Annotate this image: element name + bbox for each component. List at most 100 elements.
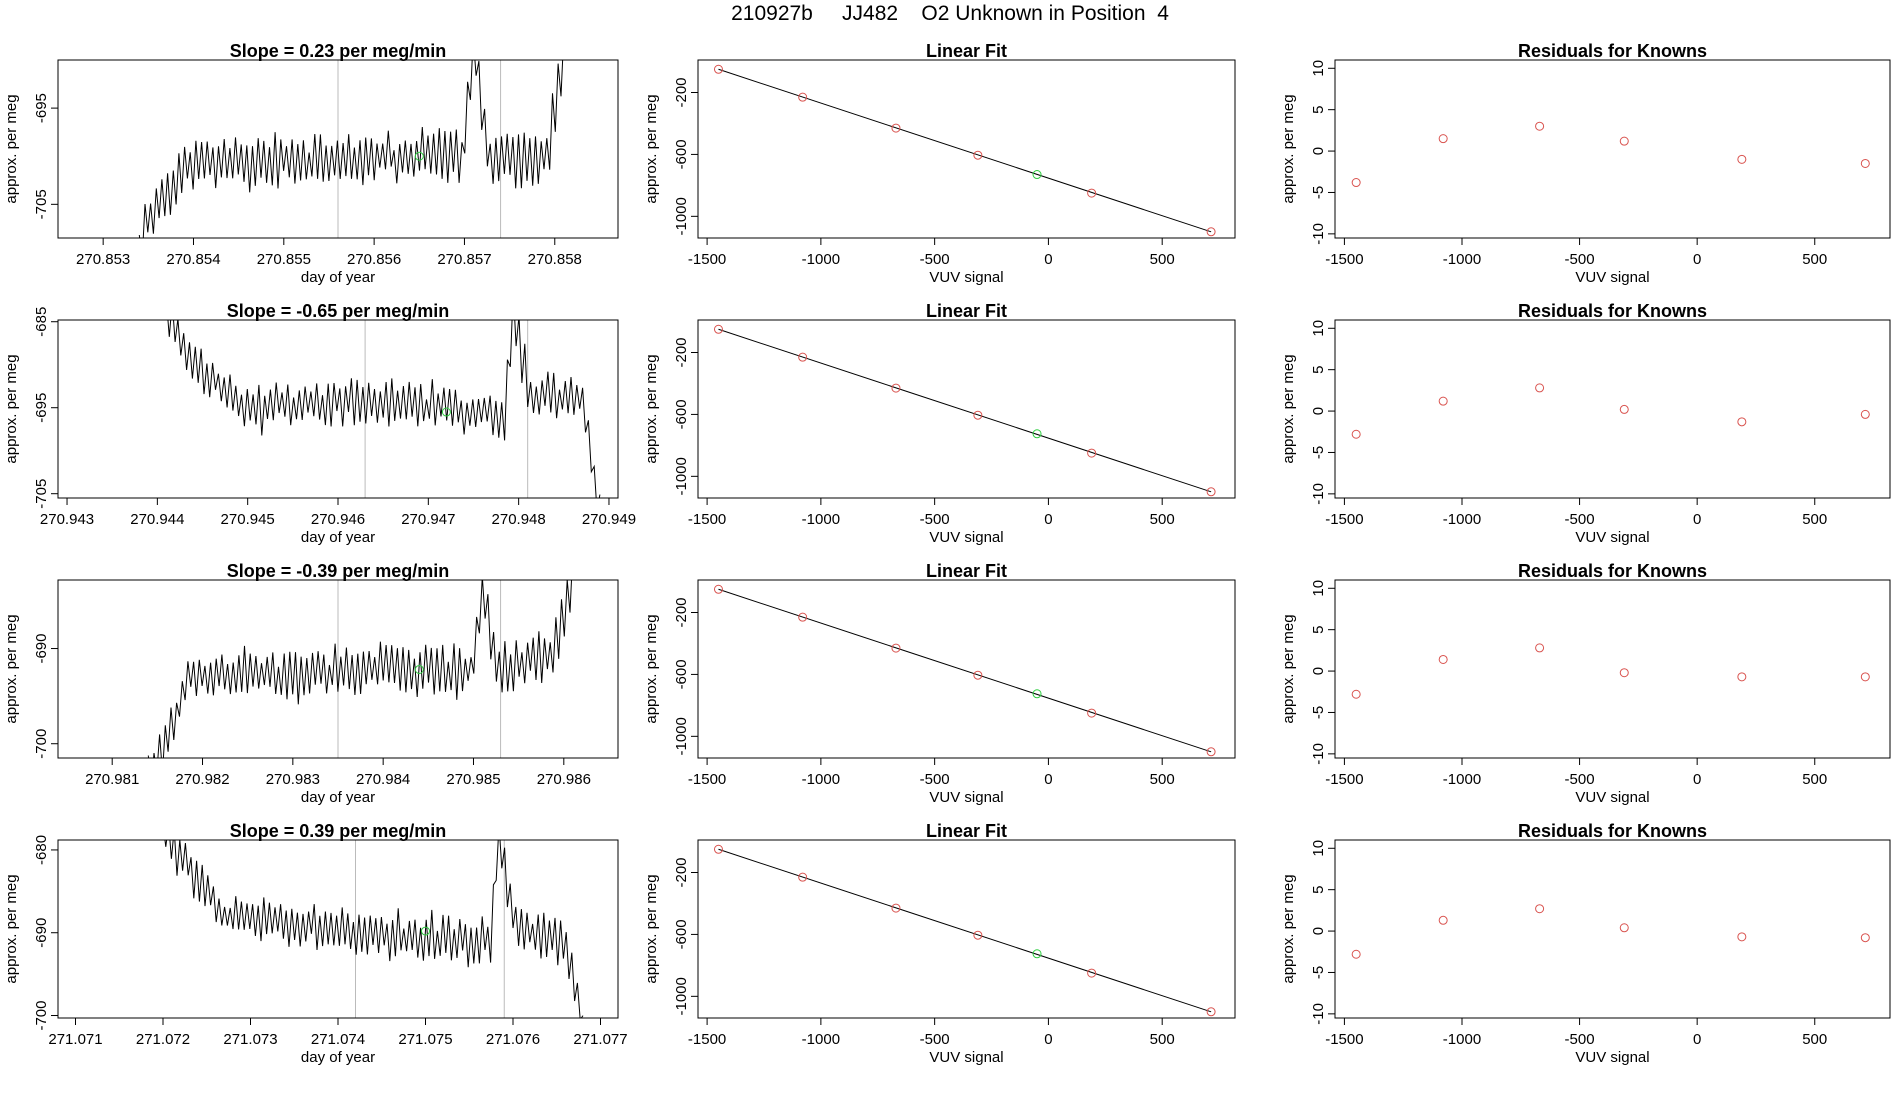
x-tick-label: -1000 (802, 1031, 840, 1048)
panel-title: Residuals for Knowns (1518, 821, 1707, 841)
x-tick-label: 270.856 (347, 251, 401, 268)
y-tick-label: -200 (673, 337, 690, 367)
known-point (891, 383, 901, 393)
plot-area (167, 320, 601, 498)
plot-area (138, 60, 564, 238)
x-tick-label: -1000 (1443, 771, 1481, 788)
x-tick-label: 500 (1802, 511, 1827, 528)
y-tick-label: -705 (33, 479, 50, 509)
panel-title: Slope = 0.39 per meg/min (230, 821, 447, 841)
y-tick-label: -200 (673, 857, 690, 887)
panel-title: Residuals for Knowns (1518, 301, 1707, 321)
x-tick-label: 500 (1150, 771, 1175, 788)
y-tick-label: 10 (1310, 320, 1327, 337)
known-point (891, 643, 901, 653)
plot-area (1351, 121, 1870, 188)
timeseries-panel-row-2: Slope = -0.65 per meg/min 270.943 270.944 2… (3, 301, 636, 546)
x-axis-label: day of year (301, 1049, 375, 1066)
y-axis-label: approx. per meg (3, 874, 20, 983)
y-tick-label: -600 (673, 139, 690, 169)
y-axis-label: approx. per meg (643, 874, 660, 983)
y-tick-label: -200 (673, 77, 690, 107)
residuals-panel-row-3: Residuals for Knowns -1500 -1000 -500 0 500 10… (1280, 561, 1891, 806)
y-tick-label: -690 (33, 634, 50, 664)
linear_fit-panel-row-3: Linear Fit -1500 -1000 -500 0 500 -200 -600 -100… (643, 561, 1236, 806)
x-axis-label: VUV signal (1575, 1049, 1649, 1066)
residual-point (1737, 672, 1747, 682)
known-point (973, 150, 983, 160)
y-tick-label: 5 (1310, 886, 1327, 894)
plot-frame (1334, 319, 1891, 499)
plot-frame (1334, 839, 1891, 1019)
fit-line (718, 588, 1212, 753)
x-tick-label: 270.944 (130, 511, 184, 528)
x-tick-label: 270.947 (401, 511, 455, 528)
x-tick-label: 500 (1150, 511, 1175, 528)
unknown-point (421, 926, 430, 936)
y-tick-label: 0 (1310, 407, 1327, 415)
y-axis-label: approx. per meg (3, 614, 20, 723)
known-point (891, 123, 901, 133)
y-tick-label: -5 (1310, 446, 1327, 459)
x-tick-label: -500 (920, 1031, 950, 1048)
plot-frame (1334, 579, 1891, 759)
x-tick-label: 271.072 (136, 1031, 190, 1048)
y-tick-label: -1000 (673, 457, 690, 495)
x-tick-label: -500 (1565, 251, 1595, 268)
panel-title: Linear Fit (926, 821, 1007, 841)
y-axis-label: approx. per meg (643, 94, 660, 203)
known-point (891, 903, 901, 913)
fit-line (718, 848, 1212, 1013)
plot-frame (57, 579, 619, 759)
timeseries-panel-row-4: Slope = 0.39 per meg/min 271.071 271.072 27… (3, 821, 628, 1066)
y-tick-label: 5 (1310, 626, 1327, 634)
signal-trace (164, 840, 584, 1018)
x-axis-label: VUV signal (929, 1049, 1003, 1066)
y-tick-label: -685 (33, 307, 50, 337)
x-tick-label: -500 (920, 771, 950, 788)
y-tick-label: -700 (33, 729, 50, 759)
x-axis-label: VUV signal (1575, 269, 1649, 286)
panel-title: Residuals for Knowns (1518, 41, 1707, 61)
plot-area (164, 840, 584, 1018)
x-tick-label: 270.858 (528, 251, 582, 268)
known-point (798, 352, 808, 362)
residuals-panel-row-2: Residuals for Knowns -1500 -1000 -500 0 500 10… (1280, 301, 1891, 546)
x-tick-label: 270.949 (582, 511, 636, 528)
x-tick-label: 270.983 (266, 771, 320, 788)
x-tick-label: 0 (1044, 1031, 1052, 1048)
y-tick-label: -695 (33, 393, 50, 423)
x-tick-label: -1500 (688, 1031, 726, 1048)
x-tick-label: 500 (1802, 251, 1827, 268)
panel-title: Residuals for Knowns (1518, 561, 1707, 581)
known-point (1206, 1007, 1216, 1017)
x-tick-label: 271.077 (573, 1031, 627, 1048)
y-axis-label: approx. per meg (1280, 874, 1297, 983)
y-axis-label: approx. per meg (643, 354, 660, 463)
x-tick-label: -1000 (1443, 511, 1481, 528)
x-axis-label: VUV signal (1575, 529, 1649, 546)
y-tick-label: -5 (1310, 706, 1327, 719)
y-tick-label: -5 (1310, 186, 1327, 199)
x-tick-label: 271.073 (223, 1031, 277, 1048)
known-point (713, 584, 723, 594)
y-tick-label: -1000 (673, 717, 690, 755)
known-point (713, 844, 723, 854)
residual-point (1438, 654, 1448, 664)
y-tick-label: -10 (1310, 483, 1327, 505)
x-tick-label: 270.853 (76, 251, 130, 268)
unknown-point (414, 151, 424, 161)
x-tick-label: -1000 (802, 771, 840, 788)
x-tick-label: 270.948 (492, 511, 546, 528)
known-point (713, 324, 723, 334)
plot-area (713, 324, 1216, 497)
residual-point (1438, 134, 1448, 144)
x-tick-label: 270.985 (446, 771, 500, 788)
panel-title: Linear Fit (926, 561, 1007, 581)
x-tick-label: -1500 (688, 511, 726, 528)
plot-area (1351, 383, 1870, 439)
signal-trace (167, 320, 601, 498)
plot-frame (697, 319, 1236, 499)
panel-title: Slope = -0.65 per meg/min (227, 301, 450, 321)
